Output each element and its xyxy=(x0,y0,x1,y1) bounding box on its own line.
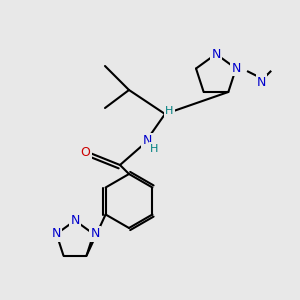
Text: O: O xyxy=(81,146,90,160)
Text: N: N xyxy=(211,47,221,61)
Text: N: N xyxy=(231,62,241,75)
Text: N: N xyxy=(257,76,266,88)
Text: H: H xyxy=(165,106,174,116)
Text: N: N xyxy=(70,214,80,227)
Text: N: N xyxy=(52,227,61,241)
Text: H: H xyxy=(150,143,159,154)
Text: N: N xyxy=(90,227,100,241)
Text: N: N xyxy=(142,134,152,148)
